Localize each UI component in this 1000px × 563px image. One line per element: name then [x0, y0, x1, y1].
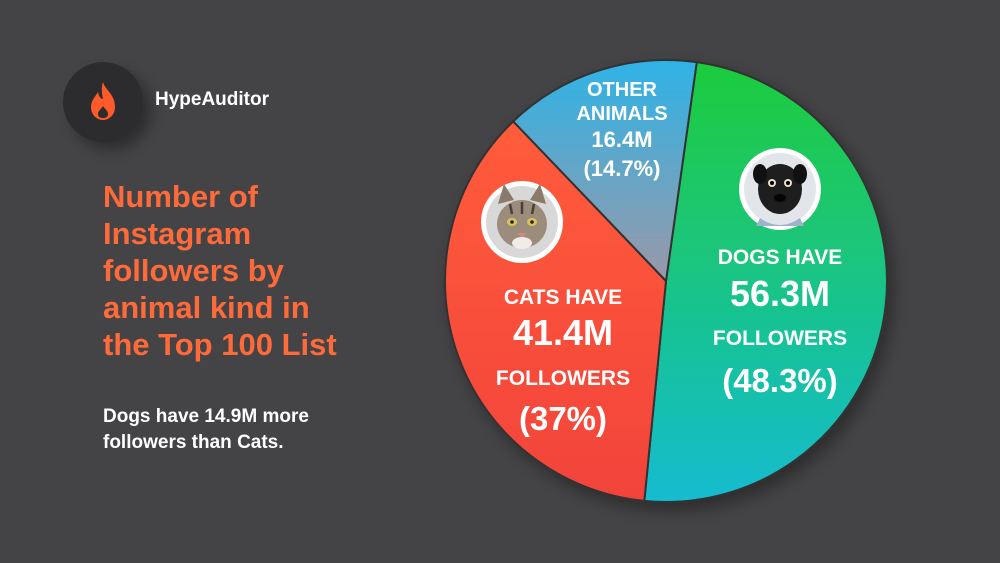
pie-slice-other	[511, 59, 698, 284]
title-line: the Top 100 List	[103, 327, 337, 362]
title-line: Instagram	[103, 216, 252, 251]
brand-name: HypeAuditor	[155, 89, 269, 110]
slice-label-other: 16.4M	[591, 127, 652, 152]
slice-label-cats: CATS HAVE	[504, 286, 622, 309]
slice-label-other: (14.7%)	[583, 156, 660, 181]
slice-label-cats: FOLLOWERS	[496, 367, 630, 390]
page-title: Number of Instagram followers by animal …	[103, 178, 433, 363]
brand-logo	[63, 62, 143, 142]
slice-label-dogs: (48.3%)	[722, 362, 838, 399]
slice-label-dogs: FOLLOWERS	[713, 327, 847, 350]
summary-line: followers than Cats.	[103, 432, 284, 453]
cat-photo-icon	[481, 181, 563, 263]
slice-label-dogs: DOGS HAVE	[718, 246, 842, 269]
title-line: Number of	[103, 179, 258, 214]
title-line: animal kind in	[103, 290, 310, 325]
flame-icon	[91, 82, 115, 120]
dog-photo-icon	[739, 148, 821, 230]
summary-line: Dogs have 14.9M more	[103, 406, 309, 427]
slice-label-cats: 41.4M	[513, 312, 613, 353]
pie-slice-dogs	[643, 61, 889, 503]
summary-text: Dogs have 14.9M more followers than Cats…	[103, 404, 433, 456]
slice-label-cats: (37%)	[519, 400, 607, 437]
slice-label-other: ANIMALS	[576, 103, 667, 125]
slice-label-other: OTHER	[587, 79, 658, 101]
slice-label-dogs: 56.3M	[730, 273, 830, 314]
title-line: followers by	[103, 253, 284, 288]
